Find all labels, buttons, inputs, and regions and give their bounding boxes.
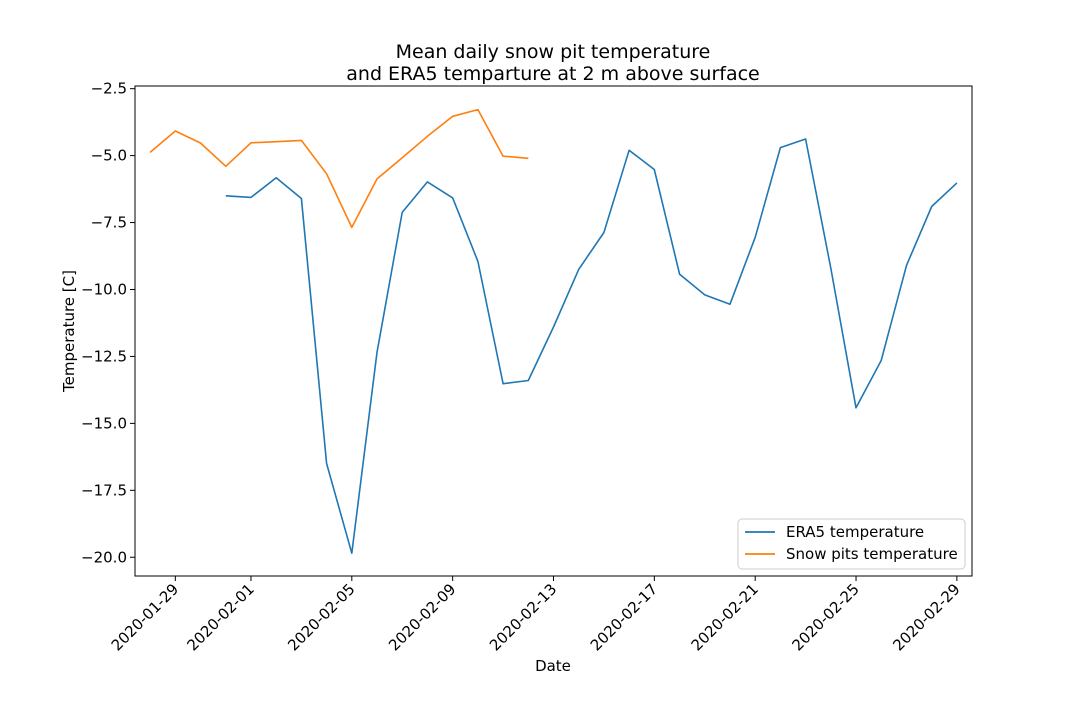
series-line-era5: [225, 138, 958, 555]
chart-title-line-2: and ERA5 temparture at 2 m above surface: [346, 63, 759, 85]
y-tick-label: −2.5: [91, 80, 127, 98]
legend-frame: [737, 518, 966, 570]
legend-items: ERA5 temperature Snow pits temperature: [745, 523, 958, 563]
y-tick-label: −12.5: [81, 347, 127, 365]
series-layer: [149, 108, 958, 555]
x-axis-label: Date: [535, 657, 571, 675]
y-tick-label: −20.0: [81, 548, 127, 566]
legend: ERA5 temperature Snow pits temperature: [737, 518, 966, 570]
y-tick-label: −7.5: [91, 214, 127, 232]
y-tick-label: −17.5: [81, 481, 127, 499]
y-axis-label: Temperature [C]: [60, 270, 78, 393]
legend-label: Snow pits temperature: [786, 545, 958, 563]
y-tick-label: −10.0: [81, 280, 127, 298]
y-axis-ticks: −2.5 −5.0 −7.5 −10.0 −12.5 −15.0 −17.5 −20.0: [81, 80, 135, 566]
series-line-snow-pits: [149, 108, 529, 229]
y-tick-label: −15.0: [81, 414, 127, 432]
legend-label: ERA5 temperature: [786, 523, 924, 541]
chart-title-line-1: Mean daily snow pit temperature: [396, 41, 711, 63]
y-tick-label: −5.0: [91, 147, 127, 165]
